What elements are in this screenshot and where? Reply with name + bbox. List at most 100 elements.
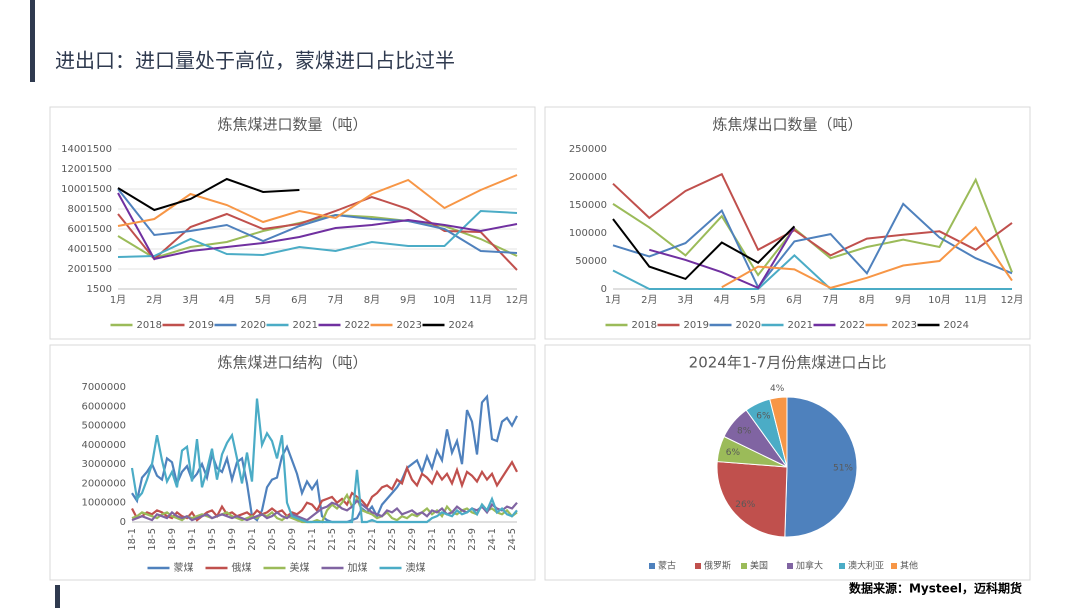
y-tick-label: 0	[120, 517, 126, 528]
x-tick-label: 4月	[219, 294, 235, 306]
legend-label: 2020	[736, 320, 761, 331]
panel	[544, 106, 1031, 340]
legend-label: 2022	[345, 320, 370, 331]
x-tick-label: 2月	[641, 294, 657, 306]
y-tick-label: 4000000	[81, 440, 126, 451]
y-tick-label: 6000000	[81, 401, 126, 412]
y-tick-label: 200000	[569, 172, 607, 183]
x-tick-label: 22-9	[407, 528, 418, 551]
legend-label: 2018	[137, 320, 162, 331]
y-tick-label: 4001500	[67, 244, 112, 255]
x-tick-label: 21-9	[347, 528, 358, 551]
x-tick-label: 23-9	[467, 528, 478, 551]
legend-swatch	[787, 563, 793, 569]
legend-label: 2019	[684, 320, 709, 331]
legend-label: 其他	[900, 560, 918, 572]
pie-slice	[769, 396, 788, 468]
x-tick-label: 11月	[964, 294, 987, 306]
x-tick-label: 9月	[895, 294, 911, 306]
x-tick-label: 6月	[786, 294, 802, 306]
legend-label: 加拿大	[796, 560, 823, 572]
slice-label: 51%	[833, 463, 853, 473]
legend-swatch	[649, 563, 655, 569]
legend-label: 美煤	[290, 561, 310, 574]
y-tick-label: 6001500	[67, 224, 112, 235]
series-line	[612, 218, 796, 281]
legend-swatch	[891, 563, 897, 569]
chart-title: 2024年1-7月份焦煤进口占比	[689, 354, 887, 372]
series-line	[612, 202, 1013, 290]
x-tick-label: 19-9	[227, 528, 238, 551]
y-tick-label: 0	[601, 284, 607, 295]
accent-bar	[55, 585, 60, 608]
x-tick-label: 22-1	[367, 528, 378, 551]
legend-label: 俄煤	[232, 561, 252, 574]
x-tick-label: 18-9	[167, 528, 178, 551]
x-tick-label: 20-9	[287, 528, 298, 551]
x-tick-label: 8月	[859, 294, 875, 306]
legend-label: 蒙古	[658, 560, 676, 572]
legend-label: 2018	[632, 320, 657, 331]
y-tick-label: 1000000	[81, 498, 126, 509]
y-tick-label: 5000000	[81, 421, 126, 432]
accent-bar	[30, 0, 35, 82]
y-tick-label: 150000	[569, 200, 607, 211]
chart-title: 炼焦煤出口数量（吨）	[712, 116, 862, 134]
legend-label: 2024	[944, 320, 969, 331]
slice-label: 26%	[735, 500, 755, 510]
x-tick-label: 18-5	[147, 528, 158, 551]
x-tick-label: 24-1	[487, 528, 498, 551]
legend-label: 美国	[750, 560, 768, 572]
legend-swatch	[741, 563, 747, 569]
x-tick-label: 21-1	[307, 528, 318, 551]
legend-label: 2024	[449, 320, 474, 331]
series-line	[721, 225, 1013, 289]
legend-label: 2021	[293, 320, 318, 331]
x-tick-label: 6月	[291, 294, 307, 306]
series-line	[612, 172, 1013, 257]
x-tick-label: 24-5	[507, 528, 518, 551]
chart-title: 炼焦煤进口数量（吨）	[217, 116, 367, 134]
series-line	[130, 398, 518, 524]
x-tick-label: 12月	[1001, 294, 1024, 306]
legend-label: 澳大利亚	[848, 560, 884, 572]
x-tick-label: 18-1	[127, 528, 138, 551]
x-tick-label: 21-5	[327, 528, 338, 551]
legend-label: 2020	[241, 320, 266, 331]
x-tick-label: 10月	[433, 294, 456, 306]
slice-label: 4%	[770, 384, 785, 394]
series-line	[117, 192, 518, 261]
y-tick-label: 50000	[575, 256, 607, 267]
x-tick-label: 20-5	[267, 528, 278, 551]
legend-label: 2023	[892, 320, 917, 331]
chart-title: 炼焦煤进口结构（吨）	[217, 354, 367, 372]
legend-label: 澳煤	[406, 561, 426, 574]
legend-swatch	[695, 563, 701, 569]
x-tick-label: 19-1	[187, 528, 198, 551]
x-tick-label: 10月	[928, 294, 951, 306]
y-tick-label: 7000000	[81, 382, 126, 393]
y-tick-label: 12001500	[61, 164, 112, 175]
y-tick-label: 8001500	[67, 204, 112, 215]
y-tick-label: 10001500	[61, 184, 112, 195]
pie-slice	[716, 461, 788, 538]
x-tick-label: 3月	[182, 294, 198, 306]
y-tick-label: 250000	[569, 144, 607, 155]
series-line	[612, 254, 1012, 290]
series-line	[117, 188, 518, 254]
x-tick-label: 20-1	[247, 528, 258, 551]
x-tick-label: 19-5	[207, 528, 218, 551]
x-tick-label: 12月	[506, 294, 529, 306]
legend-label: 俄罗斯	[704, 560, 731, 572]
slice-label: 8%	[737, 426, 752, 436]
slice-label: 6%	[726, 448, 741, 458]
series-line	[117, 177, 300, 212]
x-tick-label: 1月	[110, 294, 126, 306]
y-tick-label: 2001500	[67, 264, 112, 275]
series-line	[117, 213, 518, 260]
legend-label: 蒙煤	[174, 561, 194, 574]
x-tick-label: 2月	[146, 294, 162, 306]
legend-label: 2021	[788, 320, 813, 331]
source: 数据来源：Mysteel，迈科期货	[849, 581, 1022, 596]
